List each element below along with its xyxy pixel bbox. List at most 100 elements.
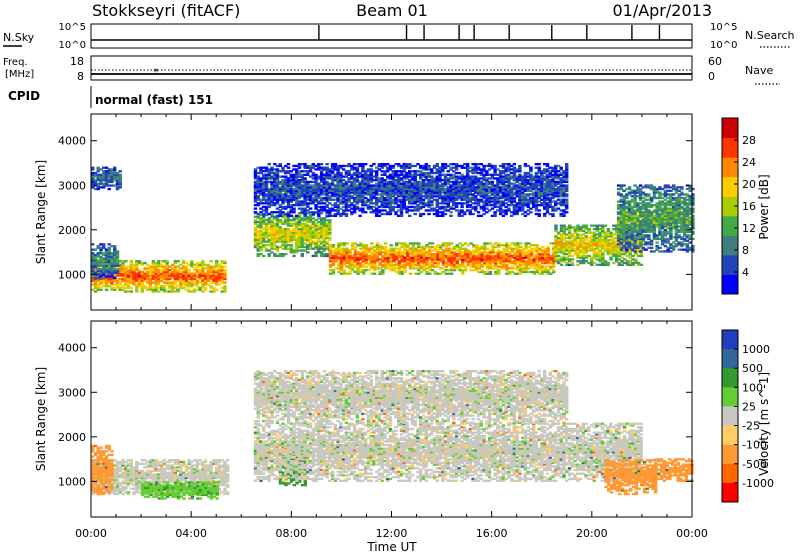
power-cell xyxy=(118,277,122,281)
power-cell xyxy=(181,261,186,265)
noise-tick-bottom-left: 10^0 xyxy=(59,40,86,51)
power-cell xyxy=(256,235,260,238)
power-cell xyxy=(273,242,277,245)
power-cell xyxy=(96,279,100,282)
freq-label-1: Freq. xyxy=(3,57,28,68)
power-cell xyxy=(284,238,288,241)
power-cell xyxy=(278,254,282,258)
power-cell xyxy=(165,263,169,266)
power-cell xyxy=(289,229,293,233)
power-cell xyxy=(317,220,321,224)
power-cell xyxy=(179,272,183,275)
power-cell xyxy=(91,182,95,185)
power-cell xyxy=(328,244,333,247)
power-cell xyxy=(223,274,227,277)
power-cell xyxy=(93,277,98,280)
power-cell xyxy=(328,245,333,249)
power-cell xyxy=(281,238,285,241)
power-cell xyxy=(295,228,299,231)
power-cell xyxy=(118,170,122,173)
power-cell xyxy=(306,233,310,236)
power-cell xyxy=(270,240,274,243)
power-cell xyxy=(102,268,106,271)
power-cell xyxy=(102,253,106,257)
power-cell xyxy=(107,262,111,266)
power-cell xyxy=(262,226,266,229)
power-cell xyxy=(209,281,213,284)
power-cell xyxy=(91,262,95,266)
power-cell xyxy=(107,271,111,274)
power-cell xyxy=(206,277,211,281)
power-cell xyxy=(201,281,205,284)
noise-panel-frame xyxy=(90,23,693,49)
power-cell xyxy=(256,217,260,220)
power-cell xyxy=(102,182,106,185)
power-cell xyxy=(284,215,288,218)
power-cell xyxy=(126,290,131,293)
power-cell xyxy=(187,276,191,279)
power-cell xyxy=(162,269,166,272)
power-cell xyxy=(308,233,313,236)
power-cell xyxy=(342,270,347,274)
power-cell xyxy=(96,285,100,288)
power-cell xyxy=(146,272,150,275)
power-cell xyxy=(148,288,153,291)
power-cell xyxy=(190,290,194,293)
power-cell xyxy=(281,233,285,236)
power-cell xyxy=(104,255,109,258)
power-cell xyxy=(281,242,285,245)
power-cell xyxy=(110,262,114,266)
power-cell xyxy=(331,256,336,259)
power-cell xyxy=(311,254,315,258)
power-cell xyxy=(603,224,608,227)
power-cell xyxy=(96,168,100,171)
power-cell xyxy=(284,242,288,245)
power-cell xyxy=(165,279,169,282)
power-cell xyxy=(292,217,296,220)
power-cell xyxy=(151,263,155,266)
power-cell xyxy=(259,236,263,240)
power-cell xyxy=(300,235,304,238)
power-cell xyxy=(96,277,100,280)
power-cell xyxy=(209,270,213,274)
power-cell xyxy=(314,231,318,234)
power-cell xyxy=(132,267,136,270)
power-cell xyxy=(262,244,266,247)
power-cell xyxy=(256,242,260,245)
power-cell xyxy=(176,270,180,274)
power-cell xyxy=(209,267,213,270)
power-cell xyxy=(311,224,315,227)
power-cell xyxy=(118,263,122,266)
power-cell xyxy=(104,170,109,173)
nave-tick-top: 60 xyxy=(708,55,722,68)
power-cell xyxy=(173,290,177,293)
power-cell xyxy=(146,277,150,281)
power-cell xyxy=(639,263,644,266)
power-cell xyxy=(339,269,344,272)
power-cell xyxy=(308,236,313,240)
power-cell xyxy=(273,244,277,247)
power-cell xyxy=(151,274,155,277)
power-cell xyxy=(289,249,293,252)
power-cell xyxy=(308,245,313,249)
power-cell xyxy=(267,228,271,231)
power-cell xyxy=(286,163,291,166)
power-cell xyxy=(273,217,277,220)
power-cell xyxy=(275,224,280,227)
power-cell xyxy=(99,175,103,178)
power-cell xyxy=(253,220,258,224)
power-cell xyxy=(275,226,280,229)
power-cell xyxy=(102,175,106,178)
power-cell xyxy=(306,235,310,238)
power-cell xyxy=(104,177,109,180)
power-cell xyxy=(311,247,315,250)
power-cell xyxy=(203,283,208,286)
power-cell xyxy=(168,265,172,268)
power-cell xyxy=(209,272,213,275)
power-cell xyxy=(192,274,197,277)
power-cell xyxy=(121,269,125,272)
power-cell xyxy=(190,283,194,286)
power-cell xyxy=(344,212,349,216)
power-cell xyxy=(389,244,393,247)
power-cell xyxy=(107,255,111,258)
